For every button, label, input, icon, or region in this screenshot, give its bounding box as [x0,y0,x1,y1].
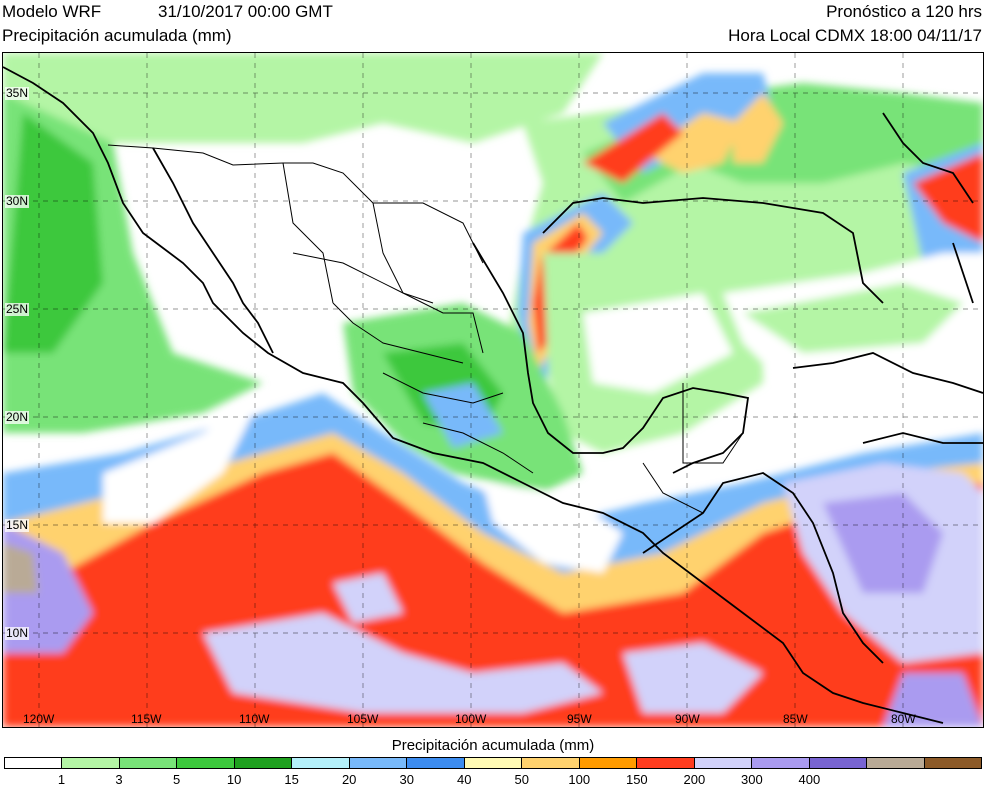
colorbar-cell [752,758,810,768]
colorbar-tick-label: 400 [798,772,821,787]
colorbar-tick-label: 300 [741,772,763,787]
lat-label-25n: 25N [5,302,30,316]
lon-label-115w: 115W [131,712,162,726]
local-time: Hora Local CDMX 18:00 04/11/17 [728,26,982,45]
colorbar-cell [809,758,868,768]
colorbar-tick-label: 50 [514,772,529,787]
colorbar-cell [407,758,465,768]
colorbar-tick-label: 5 [172,772,181,787]
colorbar-cell [119,758,178,768]
colorbar-cell [694,758,753,768]
lon-label-120w: 120W [23,712,55,726]
colorbar-tick-label: 10 [226,772,242,787]
colorbar-tick-label: 150 [625,772,648,787]
map-grid [3,53,983,727]
colorbar-cell [292,758,350,768]
coastlines [3,66,983,724]
colorbar-cell [522,758,580,768]
init-date: 31/10/2017 00:00 GMT [158,2,333,21]
colorbar-tick-label: 40 [457,772,472,787]
precipitation-map: 35N 30N 25N 20N 15N 10N 120W 115W 110W 1… [2,52,984,728]
colorbar-tick-label: 1 [57,772,66,787]
colorbar-tick-label: 20 [341,772,357,787]
colorbar [4,757,982,769]
forecast-hours: Pronóstico a 120 hrs [826,2,982,21]
colorbar-cell [62,758,120,768]
colorbar-tick-label: 3 [115,772,123,787]
colorbar-cell [234,758,293,768]
model-title: Modelo WRF [2,2,102,21]
colorbar-cell [464,758,523,768]
lon-label-110w: 110W [239,712,270,726]
map-canvas [3,53,983,727]
lon-label-105w: 105W [347,712,379,726]
state-borders [107,144,744,514]
lat-label-20n: 20N [5,410,30,424]
colorbar-cell [867,758,925,768]
lat-label-15n: 15N [5,518,30,532]
lon-label-90w: 90W [675,712,700,726]
lat-label-10n: 10N [5,626,30,640]
colorbar-cell [349,758,408,768]
lat-label-30n: 30N [5,194,30,208]
precip-fields [3,53,983,727]
colorbar-cell [177,758,235,768]
colorbar-cell [924,758,981,768]
colorbar-tick-label: 200 [683,772,706,787]
lon-label-80w: 80W [891,712,916,726]
lon-label-100w: 100W [455,712,487,726]
variable-title: Precipitación acumulada (mm) [2,26,232,45]
colorbar-cell [637,758,695,768]
lon-label-95w: 95W [567,712,592,726]
colorbar-cell [579,758,638,768]
colorbar-tick-label: 15 [284,772,299,787]
colorbar-title: Precipitación acumulada (mm) [391,737,595,754]
colorbar-tick-label: 30 [399,772,414,787]
lon-label-85w: 85W [783,712,808,726]
lat-label-35n: 35N [5,86,30,100]
colorbar-cell [5,758,63,768]
colorbar-tick-label: 100 [568,772,591,787]
